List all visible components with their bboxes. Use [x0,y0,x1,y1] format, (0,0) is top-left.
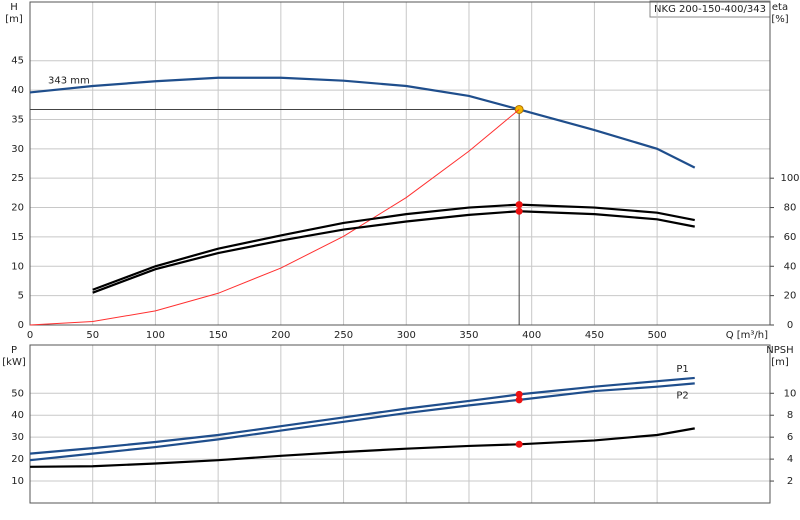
x-tick-label: 350 [459,330,478,341]
y-tick-label: 35 [11,114,24,125]
x-axis-label: Q [m³/h] [726,330,768,341]
y-axis-unit: [m] [5,14,23,25]
y-tick-label: 20 [11,454,24,465]
series-line [29,109,520,326]
series-line [92,203,695,291]
y2-axis-unit: [%] [771,14,788,25]
y-tick-label: 50 [11,388,24,399]
series-line [29,427,695,468]
y-tick-label: 30 [11,432,24,443]
series-line [29,382,695,462]
x-tick-label: 450 [585,330,604,341]
x-tick-label: 100 [146,330,165,341]
duty-marker [515,207,523,215]
y2-tick-label: 8 [787,410,793,421]
x-tick-label: 300 [397,330,416,341]
x-tick-label: 150 [209,330,228,341]
y2-tick-label: 0 [787,320,793,331]
series-label: P2 [676,390,688,401]
plot-frame [29,1,771,326]
y2-tick-label: 4 [787,454,793,465]
x-tick-label: 500 [648,330,667,341]
series-line [92,210,695,294]
y-axis-unit: [kW] [2,357,26,368]
y-tick-label: 40 [11,85,24,96]
duty-marker [515,396,523,404]
duty-marker [515,390,523,398]
y-tick-label: 20 [11,203,24,214]
y-tick-label: 40 [11,410,24,421]
y-axis-label: P [11,345,17,356]
y2-axis-unit: [m] [771,357,789,368]
series-line [29,376,695,455]
y2-tick-label: 20 [784,291,797,302]
duty-marker [515,440,523,448]
y2-tick-label: 60 [784,232,797,243]
y2-tick-label: 100 [780,173,799,184]
y-tick-label: 45 [11,56,24,67]
y-tick-label: 30 [11,144,24,155]
y2-tick-label: 40 [784,261,797,272]
plot-frame [29,344,771,504]
y2-axis-label: NPSH [766,345,793,356]
y-tick-label: 10 [11,476,24,487]
y-tick-label: 15 [11,232,24,243]
x-tick-label: 400 [522,330,541,341]
x-tick-label: 0 [27,330,33,341]
y-tick-label: 10 [11,261,24,272]
y2-tick-label: 80 [784,203,797,214]
y-tick-label: 5 [18,291,24,302]
x-tick-label: 200 [271,330,290,341]
chart-title: NKG 200-150-400/343 [654,4,766,15]
series-line [29,76,696,169]
y2-tick-label: 10 [784,388,797,399]
y2-tick-label: 2 [787,476,793,487]
x-tick-label: 50 [86,330,99,341]
duty-marker [515,201,523,209]
series-label: 343 mm [48,75,90,86]
y2-tick-label: 6 [787,432,793,443]
y-tick-label: 0 [18,320,24,331]
x-tick-label: 250 [334,330,353,341]
y-tick-label: 25 [11,173,24,184]
series-label: P1 [676,364,688,375]
y-axis-label: H [10,2,18,13]
y2-axis-label: eta [772,2,788,13]
